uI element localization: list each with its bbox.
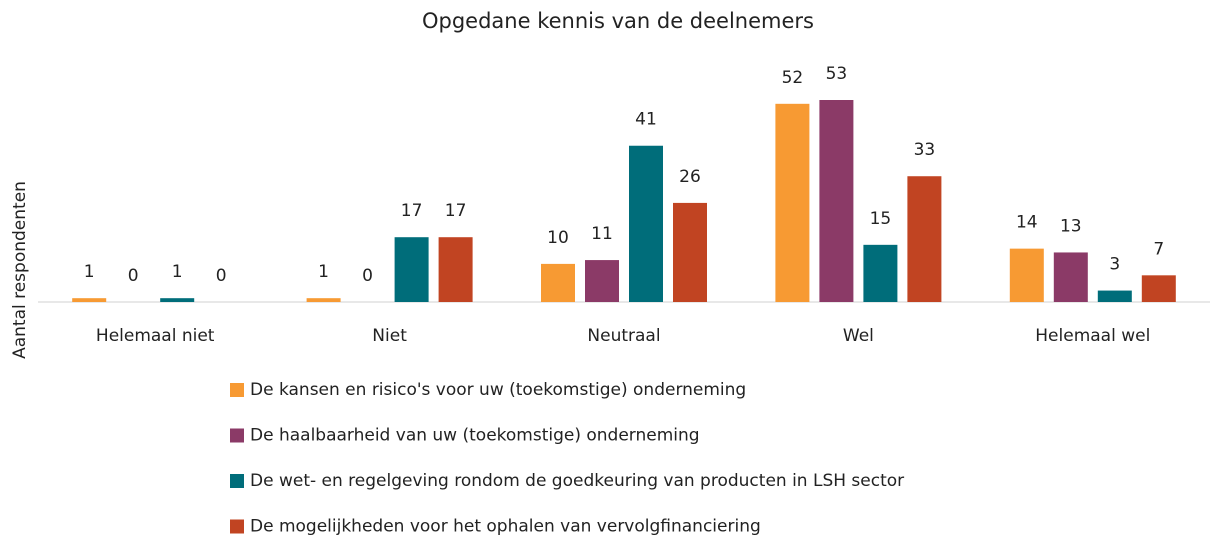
x-tick-label: Helemaal wel xyxy=(1035,326,1150,346)
data-label: 3 xyxy=(1109,255,1120,275)
bar xyxy=(1141,275,1176,302)
x-tick-label: Neutraal xyxy=(587,326,660,346)
chart-title: Opgedane kennis van de deelnemers xyxy=(422,9,814,33)
data-label: 14 xyxy=(1016,213,1038,233)
bar xyxy=(306,298,341,302)
bar xyxy=(775,103,810,303)
legend-swatch xyxy=(230,428,244,443)
x-tick-label: Helemaal niet xyxy=(96,326,215,346)
data-label: 1 xyxy=(84,262,95,282)
bar xyxy=(1009,248,1044,302)
data-label: 15 xyxy=(870,209,892,229)
bar xyxy=(1053,252,1088,302)
legend-swatch xyxy=(230,383,244,397)
bar xyxy=(819,100,854,302)
data-label: 0 xyxy=(128,266,139,286)
bar xyxy=(394,237,429,302)
data-label: 1 xyxy=(172,262,183,282)
x-tick-label: Wel xyxy=(843,326,874,346)
legend-label: De mogelijkheden voor het ophalen van ve… xyxy=(250,517,761,537)
data-label: 1 xyxy=(318,262,329,282)
bar xyxy=(629,145,663,302)
bar xyxy=(907,176,942,302)
data-label: 13 xyxy=(1060,216,1082,236)
legend-swatch xyxy=(230,519,244,534)
data-label: 7 xyxy=(1153,239,1164,259)
legend-swatch xyxy=(230,474,244,488)
data-label: 17 xyxy=(401,201,423,221)
data-label: 41 xyxy=(635,110,657,130)
legend-label: De haalbaarheid van uw (toekomstige) ond… xyxy=(250,426,700,446)
data-label: 53 xyxy=(826,64,848,84)
data-label: 10 xyxy=(547,228,569,248)
bar xyxy=(673,202,707,302)
bar xyxy=(585,260,619,302)
bar xyxy=(863,244,898,302)
data-label: 0 xyxy=(216,266,227,286)
data-label: 26 xyxy=(679,167,701,187)
data-label: 52 xyxy=(782,68,804,88)
bar xyxy=(160,298,195,302)
data-label: 11 xyxy=(591,224,613,244)
legend-label: De wet- en regelgeving rondom de goedkeu… xyxy=(250,471,904,491)
data-label: 0 xyxy=(362,266,373,286)
legend-label: De kansen en risico's voor uw (toekomsti… xyxy=(250,380,746,400)
bar xyxy=(541,263,575,302)
bar xyxy=(72,298,107,302)
bar xyxy=(1097,290,1132,302)
data-label: 17 xyxy=(445,201,467,221)
x-tick-label: Niet xyxy=(372,326,407,346)
bar xyxy=(438,237,473,302)
y-axis-label: Aantal respondenten xyxy=(10,181,30,359)
data-label: 33 xyxy=(914,140,936,160)
